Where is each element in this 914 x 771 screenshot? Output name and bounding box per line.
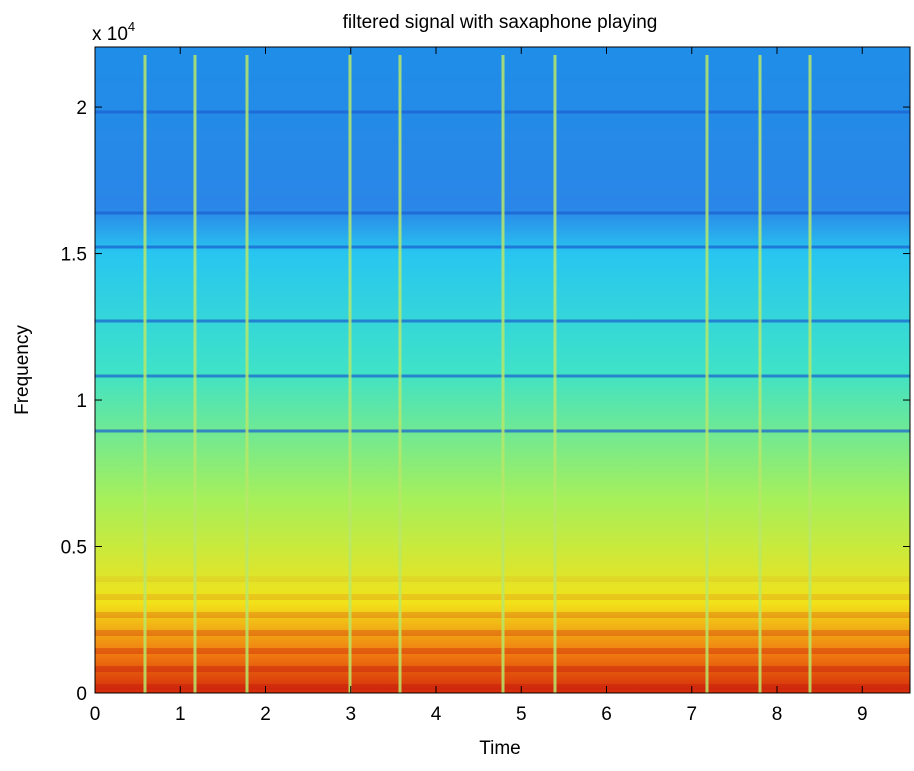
x-tick-label: 8 [772,704,783,725]
x-tick-label: 9 [857,704,868,725]
plot-frame [94,46,911,694]
x-tick-label: 5 [516,704,527,725]
y-multiplier: x 104 [92,19,135,45]
y-axis-label: Frequency [12,325,33,415]
x-tick-label: 2 [260,704,271,725]
x-axis-label: Time [479,738,521,759]
y-tick-label: 2 [76,98,87,119]
x-tick-label: 4 [431,704,442,725]
y-tick-label: 1.5 [61,245,87,266]
y-tick-label: 1 [76,391,87,412]
x-tick-label: 6 [601,704,612,725]
y-multiplier-base: x 10 [92,24,128,45]
x-tick-label: 3 [345,704,356,725]
y-tick-label: 0.5 [61,538,87,559]
y-multiplier-exponent: 4 [128,19,135,34]
chart-title: filtered signal with saxaphone playing [343,12,658,33]
y-tick-label: 0 [76,684,87,705]
spectrogram-image [95,47,910,693]
x-tick-label: 1 [175,704,186,725]
x-tick-label: 0 [90,704,101,725]
x-tick-label: 7 [686,704,697,725]
